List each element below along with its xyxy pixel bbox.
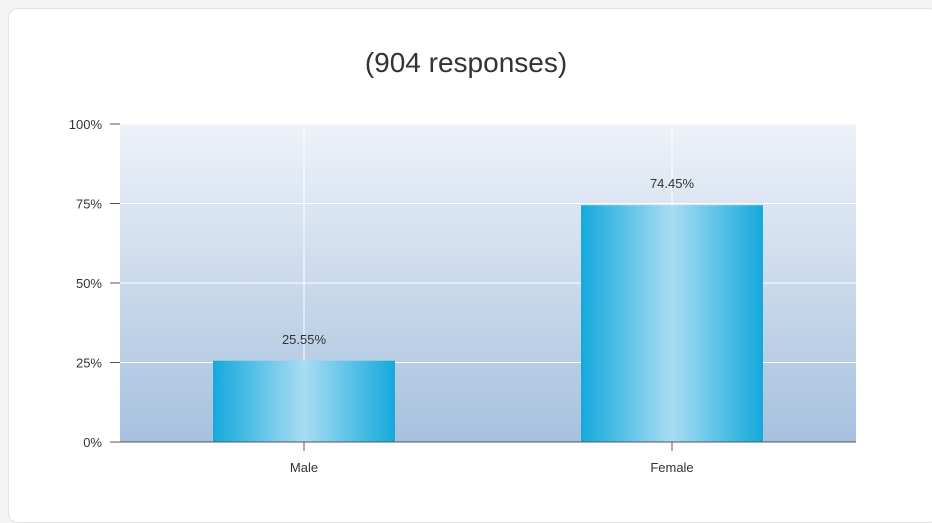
y-tick-label: 75% (76, 197, 102, 212)
y-tick-label: 0% (83, 435, 102, 450)
x-tick-label: Male (290, 460, 318, 475)
bar-female (581, 205, 763, 442)
data-label: 74.45% (650, 176, 695, 191)
y-tick-label: 25% (76, 356, 102, 371)
x-tick-label: Female (650, 460, 693, 475)
chart-title: (904 responses) (364, 47, 568, 78)
y-tick-label: 50% (76, 276, 102, 291)
y-tick-label: 100% (69, 117, 103, 132)
bar-male (213, 360, 395, 442)
data-label: 25.55% (282, 332, 327, 347)
